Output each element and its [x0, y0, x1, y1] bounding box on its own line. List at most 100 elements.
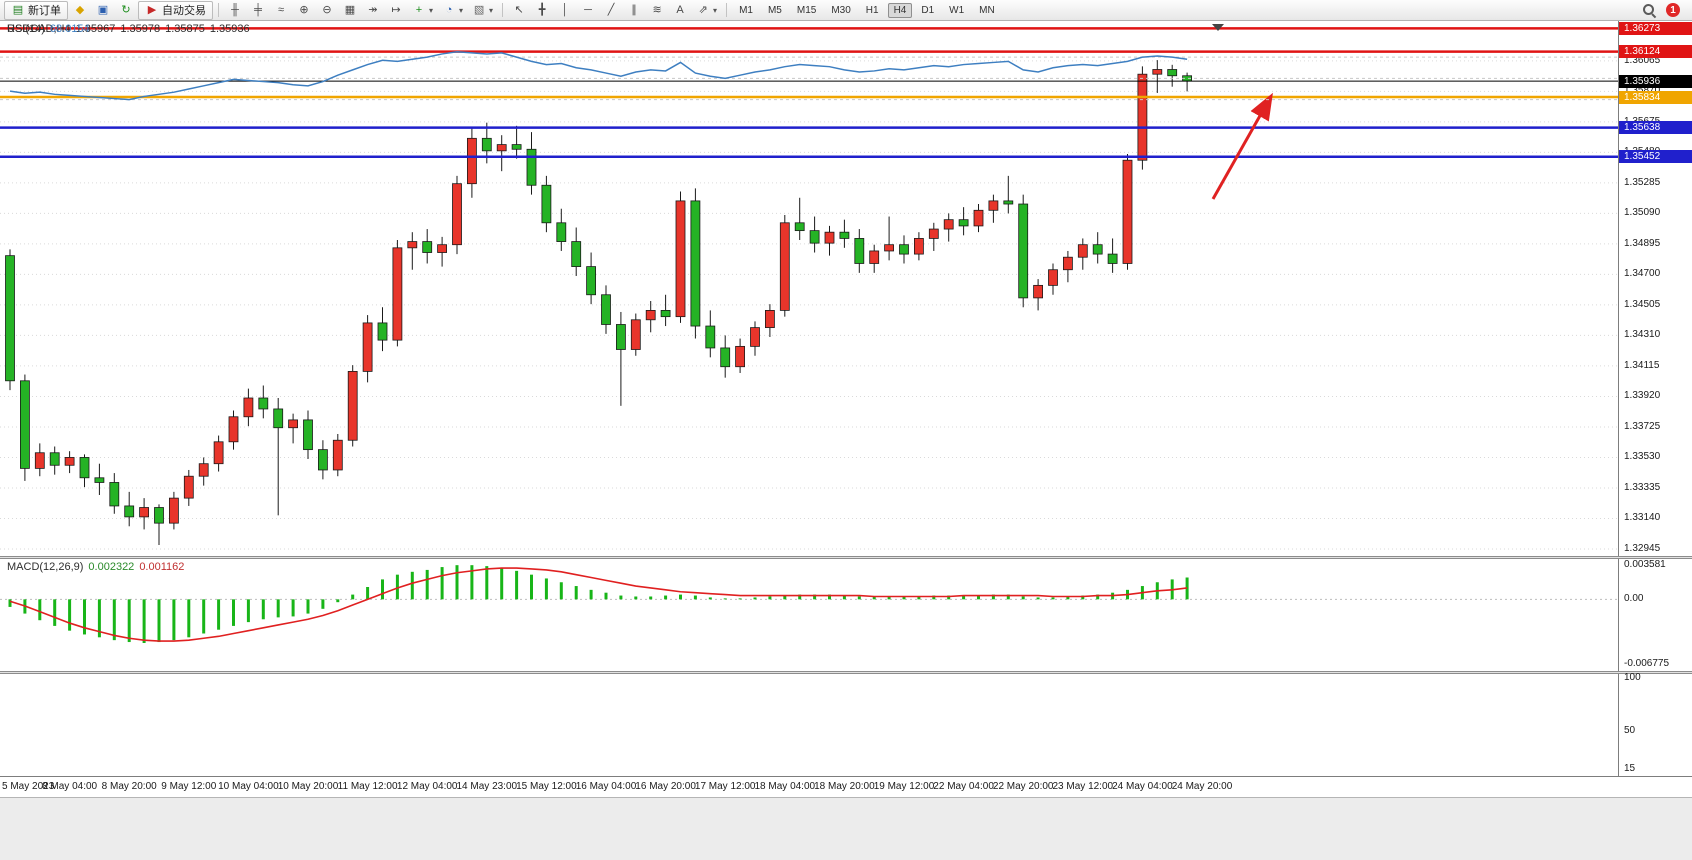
time-label: 19 May 12:00 — [873, 781, 935, 792]
arrow-objects-button[interactable]: ⇗ ▾ — [692, 1, 721, 20]
macd-tick: 0.003581 — [1624, 559, 1666, 571]
new-order-button[interactable]: ▤ 新订单 — [4, 0, 68, 20]
chart-window: USDCAD,H4 1.35967 1.35978 1.35875 1.35936 1.… — [0, 21, 1692, 797]
candle-body — [392, 247, 403, 341]
price-tick: 1.33335 — [1624, 481, 1661, 493]
candle-body — [958, 219, 969, 227]
candle-body — [154, 507, 164, 524]
price-badge-1.35638: 1.35638 — [1619, 121, 1692, 135]
channel-icon[interactable]: ∥ — [623, 1, 645, 20]
timeframe-button-m15[interactable]: M15 — [796, 4, 817, 16]
refresh-icon: ↻ — [121, 4, 131, 16]
main-chart-pane[interactable]: USDCAD,H4 1.35967 1.35978 1.35875 1.35936 — [0, 21, 1618, 556]
candlestick-chart[interactable] — [0, 21, 1618, 556]
horizontal-line-icon[interactable]: ─ — [577, 1, 599, 20]
rsi-pane[interactable]: RSI(14) 68.0154 — [0, 21, 1618, 123]
candle-body — [1122, 159, 1133, 264]
candle-body — [481, 137, 492, 152]
metaeditor-icon: ◆ — [75, 4, 85, 16]
search-icon[interactable] — [1643, 3, 1656, 17]
periods-button[interactable]: ◔ ▾ — [438, 1, 467, 20]
macd-pane[interactable]: MACD(12,26,9) 0.002322 0.001162 — [0, 559, 1618, 671]
tile-windows-icon[interactable]: ▦ — [339, 1, 361, 20]
ohlc-bars-icon[interactable]: ╫ — [224, 1, 246, 20]
line-chart-icon[interactable]: ≈ — [270, 1, 292, 20]
macd-main-value: 0.002322 — [88, 561, 135, 573]
refresh-icon[interactable]: ↻ — [115, 1, 137, 20]
timeframe-button-d1[interactable]: D1 — [921, 4, 935, 16]
candle-body — [1003, 200, 1014, 205]
chart-shift-icon[interactable]: ↦ — [385, 1, 407, 20]
candle-body — [94, 477, 105, 483]
cursor-icon[interactable]: ↖ — [508, 1, 530, 20]
auto-scroll-icon: ↠ — [368, 4, 378, 16]
notification-badge[interactable]: 1 — [1666, 3, 1680, 17]
auto-trading-button-label: 自动交易 — [162, 5, 206, 17]
indicators-button[interactable]: + ▾ — [408, 1, 437, 20]
timeframe-button-w1[interactable]: W1 — [949, 4, 965, 16]
candle-body — [586, 266, 596, 296]
chevron-down-icon: ▾ — [459, 5, 464, 15]
candle-body — [243, 397, 254, 418]
time-axis[interactable]: 5 May 2023 8 May 04:00 8 May 20:00 9 May 12… — [0, 776, 1692, 797]
zoom-out-icon[interactable]: ⊖ — [316, 1, 338, 20]
macd-tick: -0.006775 — [1624, 657, 1670, 669]
timeframe-button-mn[interactable]: MN — [979, 4, 995, 16]
symbol-ohlc-label: USDCAD,H4 1.35967 1.35978 1.35875 1.35936 — [7, 23, 255, 35]
toolbar-groups: ▤ 新订单 ◆ ▣ ↻ ▶ 自动交易 ╫ ╪ ≈ ⊕ ⊖ ▦ ↠ ↦ + ▾ ◔ ▾ ▧ ▾ ↖ ╋ │ ─ ╱ ∥ ≋ A ⇗ ▾ M1 M5… — [4, 0, 1002, 20]
auto-scroll-icon[interactable]: ↠ — [362, 1, 384, 20]
price-badge-1.35834: 1.35834 — [1619, 90, 1692, 104]
text-icon[interactable]: A — [669, 1, 691, 20]
candle-body — [809, 230, 820, 244]
rsi-name: RSI(14) — [7, 23, 45, 35]
candle-body — [347, 371, 358, 441]
macd-scale[interactable]: 0.003581 0.00 -0.006775 — [1618, 559, 1692, 671]
candle-body — [869, 250, 880, 264]
time-label: 18 May 20:00 — [814, 781, 875, 792]
rsi-chart[interactable] — [0, 21, 1618, 123]
candle-body — [452, 183, 462, 246]
rsi-value: 68.0154 — [49, 23, 90, 35]
candle-body — [466, 137, 477, 185]
timeframe-button-h4[interactable]: H4 — [887, 2, 913, 18]
pane-separator[interactable] — [0, 556, 1692, 559]
timeframe-button-m30[interactable]: M30 — [831, 4, 851, 16]
candlestick-chart-icon[interactable]: ╪ — [247, 1, 269, 20]
candle-body — [288, 419, 299, 429]
trendline-icon[interactable]: ╱ — [600, 1, 622, 20]
chart-shift-marker[interactable] — [1212, 24, 1224, 31]
price-scale[interactable]: 1.360651.358701.356751.354801.352851.350… — [1618, 21, 1692, 556]
timeframe-button-m1[interactable]: M1 — [739, 4, 753, 16]
crosshair-icon[interactable]: ╋ — [531, 1, 553, 20]
pane-separator[interactable] — [0, 671, 1692, 674]
channel-icon: ∥ — [631, 4, 637, 16]
time-label: 18 May 04:00 — [754, 781, 816, 792]
cursor-icon: ↖ — [514, 4, 524, 16]
arrow-annotation[interactable] — [1211, 92, 1273, 200]
candle-body — [496, 144, 507, 152]
candle-body — [1077, 244, 1088, 258]
time-label: 10 May 20:00 — [277, 781, 339, 792]
time-label: 24 May 04:00 — [1112, 781, 1173, 792]
toolbar-separator — [502, 3, 504, 17]
fibonacci-icon[interactable]: ≋ — [646, 1, 668, 20]
zoom-in-icon[interactable]: ⊕ — [293, 1, 315, 20]
data-window-icon[interactable]: ▣ — [92, 1, 114, 20]
macd-chart[interactable] — [0, 559, 1618, 671]
toolbar-right: 1 — [1643, 3, 1688, 17]
timeframe-button-h1[interactable]: H1 — [865, 4, 879, 16]
candle-body — [64, 457, 75, 466]
rsi-scale[interactable]: 100 50 15 — [1618, 672, 1692, 776]
vertical-line-icon[interactable]: │ — [554, 1, 576, 20]
candle-body — [690, 200, 701, 327]
templates-button[interactable]: ▧ ▾ — [468, 1, 497, 20]
time-label: 8 May 04:00 — [42, 781, 98, 792]
auto-trading-button[interactable]: ▶ 自动交易 — [138, 0, 213, 20]
metaeditor-icon[interactable]: ◆ — [69, 1, 91, 20]
timeframe-button-m5[interactable]: M5 — [767, 4, 782, 16]
time-label: 24 May 20:00 — [1171, 781, 1233, 792]
candle-body — [49, 452, 60, 466]
line-chart-icon: ≈ — [277, 4, 285, 16]
time-label: 9 May 12:00 — [161, 781, 217, 792]
time-label: 23 May 12:00 — [1052, 781, 1114, 792]
